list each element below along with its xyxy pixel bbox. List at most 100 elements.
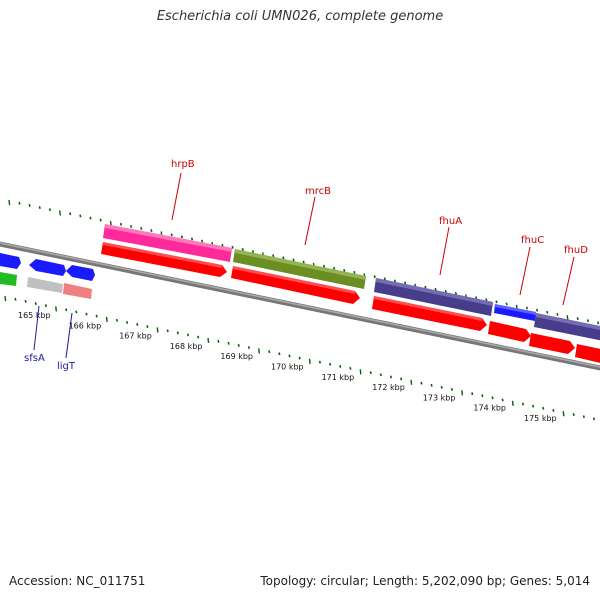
tick-mark (34, 302, 37, 305)
tick-mark (231, 245, 234, 249)
tick-mark (525, 306, 529, 310)
tick-mark (146, 325, 149, 329)
tick-mark (166, 329, 169, 333)
feature-fhuA[interactable] (374, 278, 493, 316)
cds-arrow-next[interactable] (575, 344, 600, 364)
tick-mark (130, 224, 133, 228)
lower-tick-ring (4, 295, 596, 421)
tick-mark (292, 258, 295, 262)
scale-label: 174 kbp (473, 404, 506, 413)
tick-mark (8, 199, 11, 206)
tick-mark (424, 285, 427, 289)
tick-mark (197, 335, 200, 339)
tick-mark (247, 346, 250, 349)
feature-sfsA[interactable] (27, 277, 63, 293)
tick-mark (298, 356, 301, 360)
tick-mark (4, 295, 7, 302)
tick-mark (481, 394, 484, 398)
tick-mark (383, 277, 386, 281)
label-hrpB: hrpB (171, 159, 195, 170)
label-sfsA: sfsA (24, 353, 45, 364)
cds-arrow-fhuA[interactable] (372, 296, 487, 331)
tick-mark (404, 281, 407, 285)
tick-mark (566, 315, 569, 321)
scale-label: 171 kbp (322, 373, 355, 382)
tick-mark (176, 331, 179, 335)
tick-mark (322, 264, 326, 268)
tick-mark (44, 304, 47, 308)
tick-mark (272, 254, 275, 258)
label-leaders-blue (33, 305, 73, 359)
tick-mark (28, 204, 31, 207)
feature-ligT[interactable] (63, 283, 92, 299)
cds-arrow-fhuD[interactable] (529, 333, 575, 354)
tick-mark (369, 371, 372, 375)
tick-mark (454, 292, 457, 295)
tick-mark (461, 390, 464, 396)
tick-mark (562, 411, 565, 417)
tick-mark (434, 287, 437, 291)
feature-left-green[interactable] (0, 272, 17, 286)
tick-mark (282, 256, 285, 260)
feature-fhuD[interactable] (534, 313, 600, 341)
tick-mark (393, 279, 397, 283)
tick-mark (180, 235, 183, 239)
tick-mark (65, 308, 68, 312)
tick-mark (170, 233, 173, 237)
scale-labels: 165 kbp 166 kbp 167 kbp 168 kbp 169 kbp 170 k… (18, 311, 557, 423)
tick-mark (237, 344, 240, 347)
tick-mark (379, 373, 382, 377)
cds-arrow-fhuC[interactable] (488, 321, 531, 342)
genome-backbone (0, 241, 600, 371)
tick-mark (475, 296, 478, 300)
tick-mark (485, 298, 488, 302)
cds-arrow-mrcB[interactable] (231, 266, 360, 304)
tick-mark (105, 316, 108, 323)
tick-mark (18, 201, 21, 205)
tick-mark (444, 289, 447, 293)
tick-mark (572, 413, 575, 417)
tick-mark (69, 212, 72, 216)
tick-mark (59, 210, 62, 216)
tick-mark (136, 323, 139, 326)
tick-mark (576, 317, 579, 321)
tick-mark (79, 214, 82, 218)
label-fhuD: fhuD (564, 245, 588, 256)
tick-mark (521, 402, 525, 406)
scale-label: 173 kbp (423, 393, 456, 402)
tick-mark (221, 243, 224, 247)
tick-mark (24, 300, 27, 303)
tick-mark (410, 379, 413, 385)
feature-mrcB[interactable] (233, 249, 366, 289)
cds-arrow-hrpB[interactable] (101, 242, 227, 277)
feature-hrpB[interactable] (103, 224, 232, 262)
tick-mark (440, 385, 443, 389)
scale-label: 166 kbp (69, 321, 102, 330)
feature-fhuC[interactable] (494, 304, 536, 321)
tick-mark (89, 216, 92, 220)
tick-mark (251, 250, 254, 253)
tick-mark (99, 218, 102, 222)
scale-label: 170 kbp (271, 363, 304, 372)
tick-mark (119, 222, 123, 226)
tick-mark (207, 337, 210, 343)
tick-mark (190, 237, 194, 241)
tick-mark (278, 352, 281, 356)
tick-mark (349, 367, 352, 370)
tick-mark (109, 220, 112, 227)
tick-mark (343, 268, 346, 272)
tick-mark (156, 327, 159, 333)
feature-left-blue[interactable] (0, 253, 95, 281)
tick-mark (201, 239, 204, 243)
scale-label: 169 kbp (220, 352, 253, 361)
tick-mark (542, 406, 545, 410)
scale-label: 175 kbp (524, 414, 557, 423)
map-title: Escherichia coli UMN026, complete genome (156, 9, 444, 24)
tick-mark (501, 398, 504, 402)
tick-mark (150, 229, 153, 233)
scale-label: 172 kbp (372, 383, 405, 392)
accession-text: Accession: NC_011751 (9, 574, 146, 588)
tick-mark (14, 297, 17, 301)
tick-mark (471, 392, 474, 396)
